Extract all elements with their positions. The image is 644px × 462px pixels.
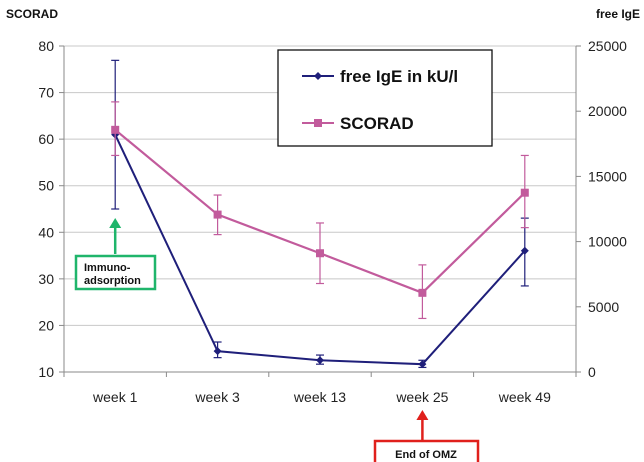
- y-right-tick-label: 15000: [588, 168, 627, 184]
- x-tick-label: week 49: [498, 389, 551, 405]
- annotation-text: adsorption: [84, 275, 141, 287]
- series-free-ige: [111, 59, 529, 369]
- data-point: [418, 360, 427, 369]
- y-right-tick-label: 5000: [588, 299, 619, 315]
- y-left-tick-label: 10: [38, 364, 54, 380]
- y-left-tick-label: 60: [38, 131, 54, 147]
- y-left-tick-label: 50: [38, 178, 54, 194]
- data-point: [520, 188, 529, 197]
- y-left-axis-title: SCORAD: [6, 7, 58, 21]
- annotation-arrow-head: [109, 218, 122, 228]
- x-tick-label: week 1: [92, 389, 138, 405]
- data-point: [520, 246, 529, 255]
- y-right-tick-label: 25000: [588, 38, 627, 54]
- annotation-text: End of OMZ: [395, 449, 457, 461]
- y-left-tick-label: 70: [38, 85, 54, 101]
- data-point: [111, 125, 120, 134]
- y-right-tick-label: 10000: [588, 234, 627, 250]
- axes: 10 20 30 40 50 60 70 80 0 5000 10000 15000 20000 2500…: [6, 7, 640, 405]
- y-left-tick-label: 30: [38, 271, 54, 287]
- y-right-axis-title: free IgE: [596, 7, 640, 21]
- data-point: [213, 210, 222, 219]
- x-tick-label: week 3: [194, 389, 240, 405]
- x-tick-label: week 25: [395, 389, 448, 405]
- annotation-text: Immuno-: [84, 262, 131, 274]
- data-point: [213, 347, 222, 356]
- legend-box: [277, 49, 493, 147]
- annotation-box-immunoadsorption: [74, 254, 157, 291]
- series-scorad: [111, 101, 529, 320]
- legend-label: SCORAD: [340, 114, 414, 133]
- series-layer: [111, 59, 529, 369]
- annotation-arrow-head: [416, 410, 429, 420]
- data-point: [316, 249, 324, 258]
- legend-label: free IgE in kU/l: [340, 67, 458, 86]
- y-left-tick-label: 20: [38, 317, 54, 333]
- x-tick-label: week 13: [293, 389, 346, 405]
- y-left-tick-label: 40: [38, 224, 54, 240]
- legend: free IgE in kU/l SCORAD: [277, 49, 493, 147]
- y-right-tick-label: 0: [588, 364, 596, 380]
- y-right-tick-label: 20000: [588, 103, 627, 119]
- data-point: [316, 356, 324, 365]
- annotations: Immuno-adsorption End of OMZ: [74, 218, 480, 462]
- data-point: [418, 288, 427, 297]
- y-left-tick-label: 80: [38, 38, 54, 54]
- legend-swatch-marker: [314, 72, 322, 80]
- legend-swatch-marker: [314, 119, 322, 127]
- annotation-box-end-of-omz: [373, 439, 480, 462]
